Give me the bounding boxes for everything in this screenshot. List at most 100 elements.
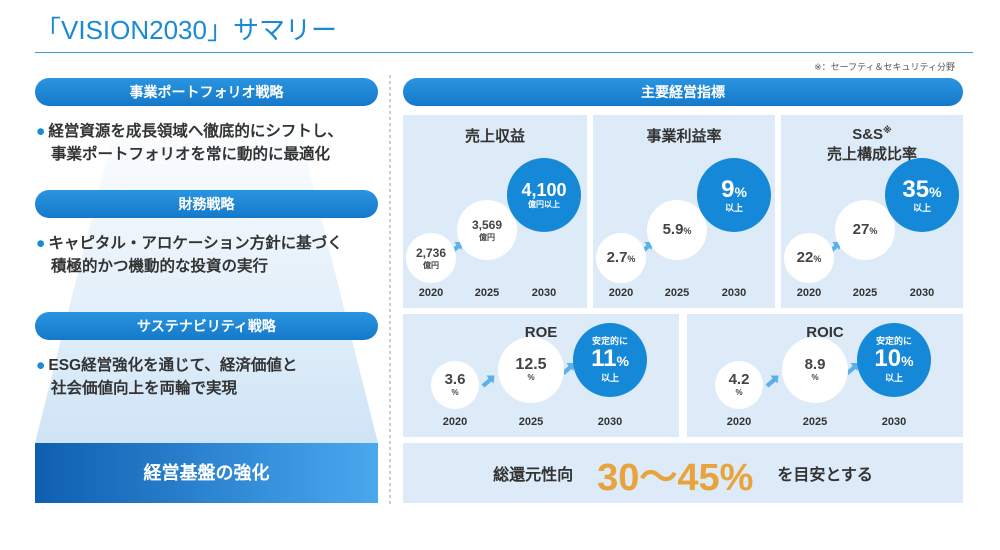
bullet: ● [36,357,46,374]
bubble-suffix: 以上 [912,202,931,213]
year-label: 2030 [909,287,935,299]
bubble-value: 11 [591,345,617,373]
value-bubble: 安定的に 10% 以上 [857,323,931,397]
value-bubble: 安定的に 11% 以上 [573,323,647,397]
bullet-line: 社会価値向上を両輪で実現 [36,377,381,400]
panel-title: 売上収益 [403,125,587,146]
value-bubble: 27% [835,200,895,260]
section-body: ● キャピタル・アロケーション方針に基づく 積極的かつ機動的な投資の実行 [36,232,381,278]
title-text: 売上収益 [464,128,525,145]
bubble-unit: 億円以上 [528,199,560,209]
bubble-value: 5.9 [662,220,684,238]
bubble-value-line: 22% [796,248,822,267]
bullet-line: ● キャピタル・アロケーション方針に基づく [36,232,381,255]
bubble-prefix: 安定的に [591,335,628,346]
payout-label: 総還元性向 [493,467,574,484]
bubble-unit: 億円 [479,233,495,243]
bubble-value-line: 27% [853,221,878,239]
bubble-value: 4.2 [728,371,750,389]
panel-title: ROIC [687,324,963,341]
bullet-line: ● ESG経営強化を通じて、経済価値と [36,354,381,377]
bullet-text: ESG経営強化を通じて、経済価値と [48,357,298,374]
bubble-value-line: 4.2 [729,372,750,389]
title-text: ROIC [806,324,844,341]
bubble-value-line: 4,100 [521,179,567,201]
arrow [765,375,779,388]
foundation: 経営基盤の強化 [35,443,378,503]
section-heading: サステナビリティ戦略 [35,312,378,340]
value-bubble: 12.5% [498,337,564,403]
section-body: ● ESG経営強化を通じて、経済価値と 社会価値向上を両輪で実現 [36,354,381,400]
bubble-unit: % [451,388,459,398]
year-label: 2030 [721,287,747,299]
value-bubble: 9% 以上 [697,158,771,232]
value-bubble: 35% 以上 [885,158,959,232]
kpi-panel: 事業利益率 2.7% 2020 5.9% 2025 9% 以上 2030 [593,115,775,308]
bubble-value: 12.5 [515,356,547,374]
value-bubble: 4.2% [715,361,763,409]
bubble-value: 8.9 [804,356,826,374]
bubble-unit: % [929,183,942,200]
bubble-value-line: 9% [721,177,747,202]
bubble-value: 3.6 [444,371,466,389]
bullet-text: キャピタル・アロケーション方針に基づく [48,235,343,252]
year-label: 2025 [474,287,500,299]
bubble-unit: % [813,253,822,264]
bubble-unit: % [901,353,914,370]
year-label: 2020 [608,287,634,299]
panel-title: S&S※ 売上構成比率 [781,125,963,164]
year-label: 2030 [531,287,557,299]
bullet-line: 事業ポートフォリオを常に動的に最適化 [36,143,381,166]
arrows [481,363,575,388]
bullet-text: 社会価値向上を両輪で実現 [51,380,238,397]
bullet: ● [36,235,46,252]
title-text: ROE [524,324,558,341]
bubble-value-line: 2,736 [416,245,446,262]
bubble-value-line: 8.9 [805,357,826,374]
year-label: 2020 [796,287,822,299]
year-label: 2025 [518,416,544,428]
value-bubble: 8.9% [782,337,848,403]
bubble-suffix: 以上 [600,372,619,383]
year-label: 2030 [881,416,907,428]
year-label: 2020 [726,416,752,428]
bubble-value: 10 [874,345,902,373]
bubble-unit: % [683,225,692,236]
section-heading: 財務戦略 [35,190,378,218]
year-label: 2025 [802,416,828,428]
footnote: ※：セーフティ＆セキュリティ分野 [814,62,955,72]
bubble-suffix: 以上 [884,372,903,383]
value-bubble: 5.9% [647,200,707,260]
kpi-panel: S&S※ 売上構成比率 22% 2020 27% 2025 35% 以上 2030 [781,115,963,308]
bullet-text: 経営資源を成長領域へ徹底的にシフトし、 [48,123,343,140]
bubble-value: 2.7 [606,248,628,266]
bubble-value-line: 5.9% [662,220,692,239]
bubble-value: 35 [902,175,930,203]
bubble-unit: % [734,183,747,200]
title-text: 事業利益率 [646,128,722,145]
bubble-value-line: 11% [591,346,629,371]
bubble-value-line: 10% [874,346,913,371]
value-bubble: 22% [784,233,834,283]
year-label: 2020 [442,416,468,428]
bubble-suffix: 以上 [724,202,743,213]
bubble-unit: % [616,353,629,370]
bubble-value: 22 [796,248,814,266]
value-bubble: 3,569 億円 [457,200,517,260]
slide-title: 「VISION2030」サマリー [35,15,337,45]
value-bubble: 3.6% [431,361,479,409]
bubble-value: 3,569 [471,218,503,233]
kpi-heading: 主要経営指標 [403,78,963,106]
section-body: ● 経営資源を成長領域へ徹底的にシフトし、事業ポートフォリオを常に動的に最適化 [36,120,381,166]
year-label: 2020 [418,287,444,299]
payout-value: 30～45% [597,456,754,499]
payout-box: 総還元性向 30～45% を目安とする [403,443,963,503]
bullet-line: ● 経営資源を成長領域へ徹底的にシフトし、 [36,120,381,143]
payout-suffix: を目安とする [777,467,873,484]
kpi-panel: 売上収益 2,736 億円 2020 3,569 億円 2025 4,100 億円以上 2030 [403,115,587,308]
bubble-value: 4,100 [521,179,567,200]
panel-title: 事業利益率 [593,125,775,146]
bullet-text: 事業ポートフォリオを常に動的に最適化 [51,146,331,163]
arrow [481,375,495,388]
